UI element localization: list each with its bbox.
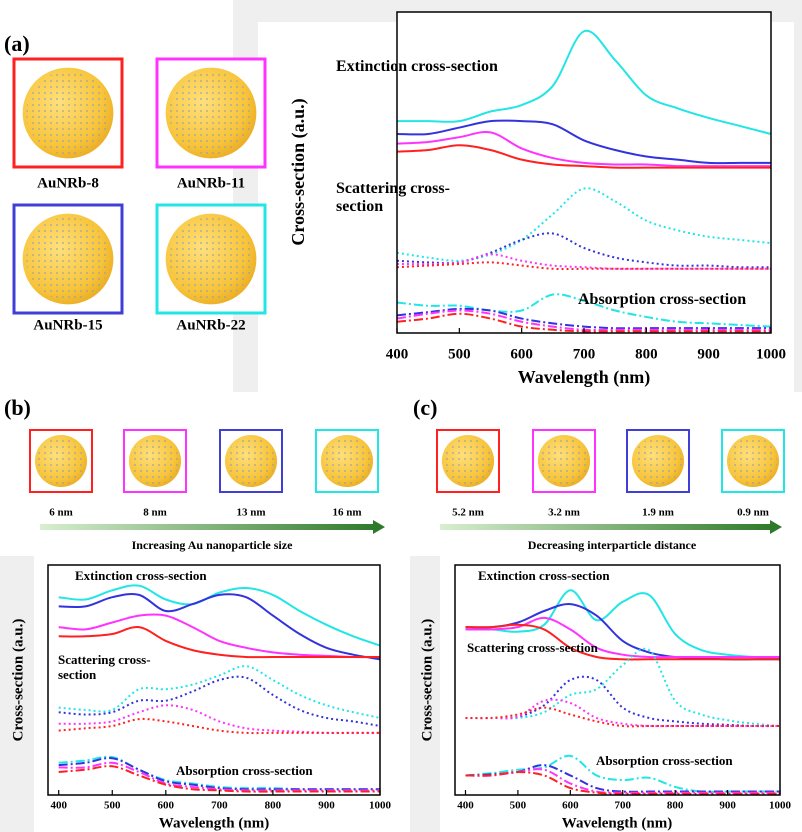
particle-label: 16 nm <box>332 507 361 519</box>
x-tick-label: 800 <box>667 800 684 812</box>
annotation: Extinction cross-section <box>75 569 325 584</box>
panel-label: (c) <box>413 395 437 420</box>
annotation: Absorption cross-section <box>578 291 798 309</box>
trend-label: Decreasing interparticle distance <box>528 538 697 552</box>
x-tick-label: 500 <box>104 800 121 812</box>
x-axis-label: Wavelength (nm) <box>562 815 672 831</box>
figure: (a) AuNRb-8 AuNRb-11 AuNRb-15 AuNRb-22 400 500… <box>0 0 802 832</box>
x-axis-label: Wavelength (nm) <box>159 815 269 831</box>
particle-texture <box>26 217 109 300</box>
particle-texture <box>729 437 777 485</box>
trend-label: Increasing Au nanoparticle size <box>132 538 293 552</box>
annotation: Scattering cross-section <box>336 180 451 217</box>
annotation: Absorption cross-section <box>176 764 426 779</box>
particle-label: 5.2 nm <box>452 507 484 519</box>
particle-texture <box>444 437 492 485</box>
x-tick-label: 400 <box>386 346 409 362</box>
annotation: Absorption cross-section <box>596 754 802 769</box>
particle-label: AuNRb-15 <box>33 317 102 333</box>
panel-label: (b) <box>4 395 31 420</box>
particle-label: AuNRb-8 <box>37 175 99 191</box>
trend-arrow-head <box>373 520 385 534</box>
particle-label: 1.9 nm <box>642 507 674 519</box>
particle-label: 3.2 nm <box>548 507 580 519</box>
particle-texture <box>37 437 85 485</box>
x-tick-label: 800 <box>265 800 282 812</box>
particle-label: AuNRb-11 <box>177 175 245 191</box>
trend-arrow-shaft <box>440 524 772 530</box>
particle-label: 0.9 nm <box>737 507 769 519</box>
particle-texture <box>634 437 682 485</box>
x-tick-label: 700 <box>211 800 228 812</box>
particle-texture <box>131 437 179 485</box>
x-tick-label: 400 <box>457 800 474 812</box>
x-tick-label: 500 <box>510 800 527 812</box>
particle-label: AuNRb-22 <box>176 317 245 333</box>
particle-texture <box>227 437 275 485</box>
particle-texture <box>540 437 588 485</box>
x-tick-label: 400 <box>50 800 67 812</box>
particle-label: 8 nm <box>143 507 167 519</box>
trend-arrow-shaft <box>40 524 375 530</box>
particle-label: 6 nm <box>49 507 73 519</box>
x-tick-label: 700 <box>614 800 631 812</box>
x-tick-label: 900 <box>318 800 335 812</box>
y-axis-label: Cross-section (a.u.) <box>419 619 435 742</box>
particle-texture <box>169 217 252 300</box>
particle-texture <box>323 437 371 485</box>
annotation: Scattering cross-section <box>58 653 168 683</box>
panel-label: (a) <box>4 31 30 56</box>
particle-label: 13 nm <box>236 507 265 519</box>
annotation: Extinction cross-section <box>336 58 636 76</box>
particle-texture <box>26 71 109 154</box>
x-tick-label: 600 <box>510 346 533 362</box>
annotation: Extinction cross-section <box>478 569 728 584</box>
x-tick-label: 600 <box>562 800 579 812</box>
trend-arrow-head <box>770 520 782 534</box>
x-tick-label: 900 <box>697 346 720 362</box>
x-axis-label: Wavelength (nm) <box>518 367 651 388</box>
x-tick-label: 600 <box>158 800 175 812</box>
x-tick-label: 800 <box>635 346 658 362</box>
x-tick-label: 900 <box>719 800 736 812</box>
x-tick-label: 500 <box>448 346 471 362</box>
x-tick-label: 700 <box>573 346 596 362</box>
x-tick-label: 1000 <box>756 346 786 362</box>
x-tick-label: 1000 <box>369 800 392 812</box>
x-tick-label: 1000 <box>769 800 792 812</box>
figure-canvas: (a) AuNRb-8 AuNRb-11 AuNRb-15 AuNRb-22 400 500… <box>0 0 802 832</box>
y-axis-label: Cross-section (a.u.) <box>288 98 309 245</box>
y-axis-label: Cross-section (a.u.) <box>10 619 26 742</box>
particle-texture <box>169 71 252 154</box>
annotation: Scattering cross-section <box>467 641 717 656</box>
